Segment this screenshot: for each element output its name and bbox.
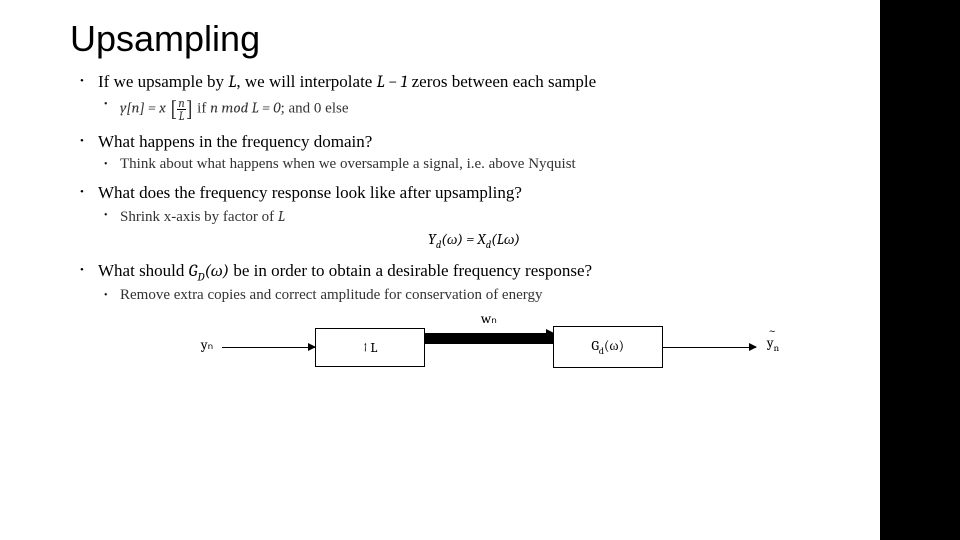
bullet-3: What does the frequency response look li… <box>80 183 850 251</box>
upsample-block: ↑ L <box>315 328 425 367</box>
b3s1-var: L <box>278 207 285 225</box>
filter-block: Gd(ω) <box>553 326 663 368</box>
b1-var-Lm1: L − 1 <box>377 73 408 92</box>
b2-sub1: Think about what happens when we oversam… <box>98 156 850 173</box>
b4-sub1: Remove extra copies and correct amplitud… <box>98 287 850 304</box>
b3s1-pre: Shrink x-axis by factor of <box>120 209 278 225</box>
diagram-output-label: yn <box>756 334 790 354</box>
rbracket-icon: ] <box>186 96 194 122</box>
b4-t2: be in order to obtain a desirable freque… <box>229 261 592 280</box>
b1s1-frac: nL <box>177 97 185 122</box>
lbracket-icon: [ <box>170 96 178 122</box>
arrow-3 <box>663 347 756 348</box>
b3-t2: ? <box>514 183 522 202</box>
arrowhead-icon <box>308 343 316 351</box>
b2-lead: What happens in the frequency domain? <box>98 132 850 152</box>
b1-t4: zeros between each sample <box>407 72 596 91</box>
slide-content: Upsampling If we upsample by L , we will … <box>0 0 880 540</box>
bullet-4: What should GD(ω) be in order to obtain … <box>80 261 850 304</box>
b1-t2: , we will interpolate <box>236 72 376 91</box>
arrow-1 <box>222 347 315 348</box>
sidebar-blackbar <box>880 0 960 540</box>
b3-t1: upsampling <box>435 183 514 202</box>
b4-var: GD(ω) <box>189 262 229 281</box>
b3-t0: What does the frequency response look li… <box>98 183 435 202</box>
frac-num: n <box>177 97 185 109</box>
frac-den: L <box>177 109 185 122</box>
b1s1-sb: ; and 0 else <box>281 100 349 116</box>
block-diagram: yₙ ↑ L wₙ Gd(ω) yn <box>190 320 790 368</box>
bullet-2: What happens in the frequency domain? Th… <box>80 132 850 173</box>
b1s1-prefix: y[n] = x <box>120 98 166 116</box>
b3-equation: Yd(ω) = Xd(Lω) <box>98 230 850 251</box>
b4-t0: What should <box>98 261 189 280</box>
b1-t0: If we upsample by <box>98 72 228 91</box>
arrowhead-icon <box>546 329 554 337</box>
diagram-mid-label: wₙ <box>472 310 506 327</box>
b1s1-mid: n mod L = 0 <box>210 98 281 116</box>
slide-title: Upsampling <box>70 18 850 60</box>
bullet-1: If we upsample by L , we will interpolate… <box>80 72 850 122</box>
b1-sub1: y[n] = x [nL] if n mod L = 0; and 0 else <box>98 96 850 122</box>
b1s1-sa: if <box>197 100 210 116</box>
arrow-2 <box>425 333 552 344</box>
arrowhead-icon <box>749 343 757 351</box>
bullet-list: If we upsample by L , we will interpolate… <box>80 72 850 304</box>
diagram-input-label: yₙ <box>190 336 224 353</box>
b3-sub1: Shrink x-axis by factor of L <box>98 207 850 226</box>
